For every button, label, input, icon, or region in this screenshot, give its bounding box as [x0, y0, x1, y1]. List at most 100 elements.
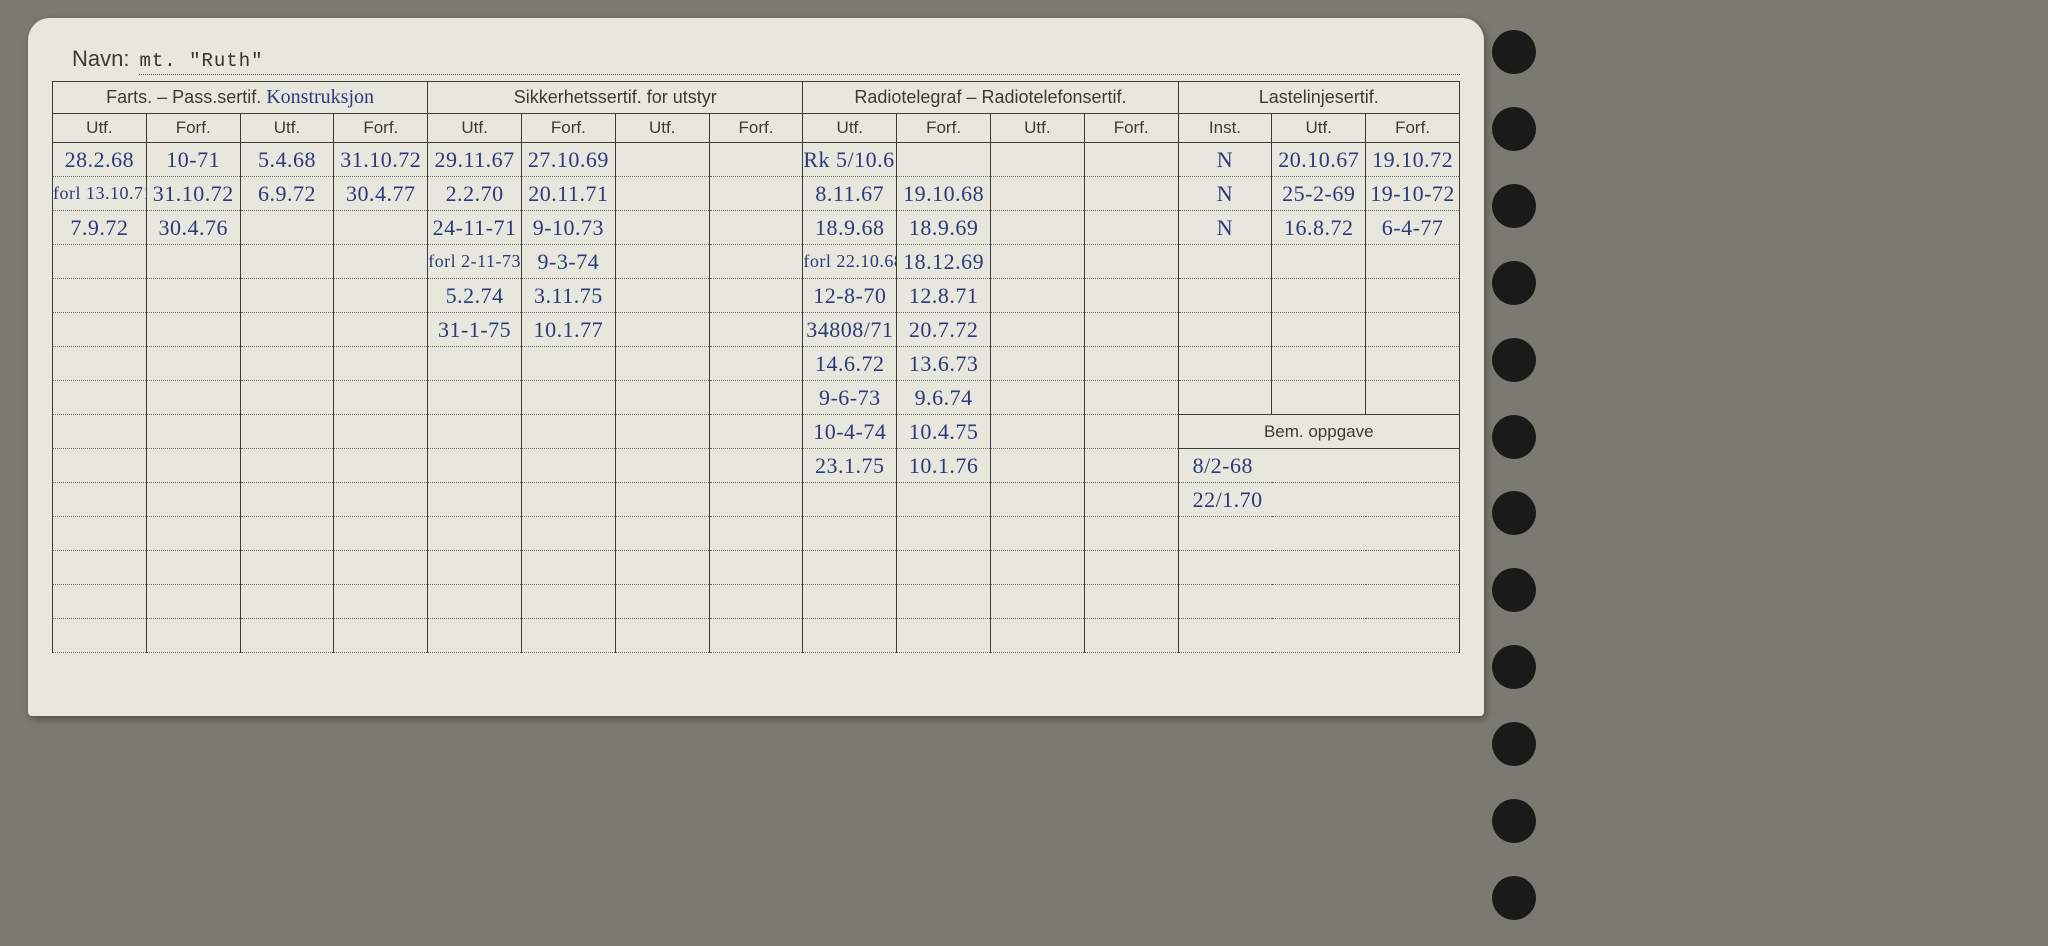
cell — [1366, 347, 1460, 381]
col-utf: Utf. — [990, 114, 1084, 143]
cell — [1272, 381, 1366, 415]
cell — [521, 517, 615, 551]
cell — [615, 517, 709, 551]
cell — [1366, 279, 1460, 313]
cell — [709, 449, 803, 483]
cell — [615, 211, 709, 245]
cell — [146, 619, 240, 653]
cell: 23.1.75 — [803, 449, 897, 483]
cell — [240, 381, 334, 415]
cell: 28.2.68 — [53, 143, 147, 177]
table-row: 31-1-7510.1.7734808/7120.7.72 — [53, 313, 1460, 347]
cell — [709, 313, 803, 347]
cell — [709, 177, 803, 211]
cell: 2.2.70 — [428, 177, 522, 211]
cell — [1084, 449, 1178, 483]
cell: 9-10.73 — [521, 211, 615, 245]
cell — [709, 279, 803, 313]
cell — [1084, 245, 1178, 279]
cell: N — [1178, 211, 1272, 245]
cell: 10.1.76 — [897, 449, 991, 483]
cell — [615, 449, 709, 483]
cell: 13.6.73 — [897, 347, 991, 381]
bem-cell: 8/2-68 — [1178, 449, 1459, 483]
cell: 6-4-77 — [1366, 211, 1460, 245]
cell — [334, 585, 428, 619]
cell — [146, 245, 240, 279]
cell — [897, 143, 991, 177]
cell — [709, 483, 803, 517]
cell — [53, 313, 147, 347]
col-forf: Forf. — [897, 114, 991, 143]
cell — [146, 381, 240, 415]
punch-holes — [1484, 30, 1544, 920]
bem-cell: 22/1.70 — [1178, 483, 1459, 517]
cell — [1178, 347, 1272, 381]
cell — [240, 551, 334, 585]
col-forf: Forf. — [1366, 114, 1460, 143]
cell — [1366, 245, 1460, 279]
table-row: forl 13.10.7131.10.726.9.7230.4.772.2.70… — [53, 177, 1460, 211]
cell — [1084, 585, 1178, 619]
cell — [990, 619, 1084, 653]
punch-hole — [1492, 645, 1536, 689]
cell: 19-10-72 — [1366, 177, 1460, 211]
cell: 20.7.72 — [897, 313, 991, 347]
cell — [1178, 245, 1272, 279]
bem-oppgave-header: Bem. oppgave — [1178, 415, 1459, 449]
cell — [240, 347, 334, 381]
table-row: 22/1.70 — [53, 483, 1460, 517]
bem-cell — [1178, 619, 1459, 653]
punch-hole — [1492, 491, 1536, 535]
cell — [990, 211, 1084, 245]
cell: forl 22.10.68 — [803, 245, 897, 279]
table-row: 5.2.743.11.7512-8-7012.8.71 — [53, 279, 1460, 313]
cell — [990, 313, 1084, 347]
table-row: 28.2.6810-715.4.6831.10.7229.11.6727.10.… — [53, 143, 1460, 177]
cell — [334, 347, 428, 381]
cell — [146, 585, 240, 619]
cell: 29.11.67 — [428, 143, 522, 177]
cell — [521, 347, 615, 381]
cell — [334, 551, 428, 585]
cell — [1272, 279, 1366, 313]
col-inst: Inst. — [1178, 114, 1272, 143]
cell: 8.11.67 — [803, 177, 897, 211]
cell: 30.4.77 — [334, 177, 428, 211]
punch-hole — [1492, 107, 1536, 151]
cell — [990, 483, 1084, 517]
cell — [709, 619, 803, 653]
cell — [146, 551, 240, 585]
cell: N — [1178, 143, 1272, 177]
cell — [240, 313, 334, 347]
cell: 10.1.77 — [521, 313, 615, 347]
cell — [240, 211, 334, 245]
table-row — [53, 619, 1460, 653]
cell: 19.10.72 — [1366, 143, 1460, 177]
bem-cell — [1178, 551, 1459, 585]
cell — [146, 279, 240, 313]
group-header-radio: Radiotelegraf – Radiotelefonsertif. — [803, 82, 1178, 114]
cell — [521, 449, 615, 483]
cell: 20.11.71 — [521, 177, 615, 211]
cell — [897, 585, 991, 619]
col-utf: Utf. — [1272, 114, 1366, 143]
cell: 14.6.72 — [803, 347, 897, 381]
record-card: Navn: mt. "Ruth" Farts. – Pass.sertif. K… — [28, 18, 1484, 716]
cell — [521, 619, 615, 653]
cell — [334, 381, 428, 415]
cell — [1084, 551, 1178, 585]
cell — [990, 177, 1084, 211]
col-utf: Utf. — [803, 114, 897, 143]
cell — [1178, 381, 1272, 415]
cell: 31.10.72 — [334, 143, 428, 177]
cell — [1084, 415, 1178, 449]
cell — [334, 313, 428, 347]
cell — [521, 585, 615, 619]
cell — [615, 347, 709, 381]
cell — [1272, 347, 1366, 381]
cell: 3.11.75 — [521, 279, 615, 313]
cell: 31-1-75 — [428, 313, 522, 347]
cell — [146, 415, 240, 449]
cell — [709, 551, 803, 585]
